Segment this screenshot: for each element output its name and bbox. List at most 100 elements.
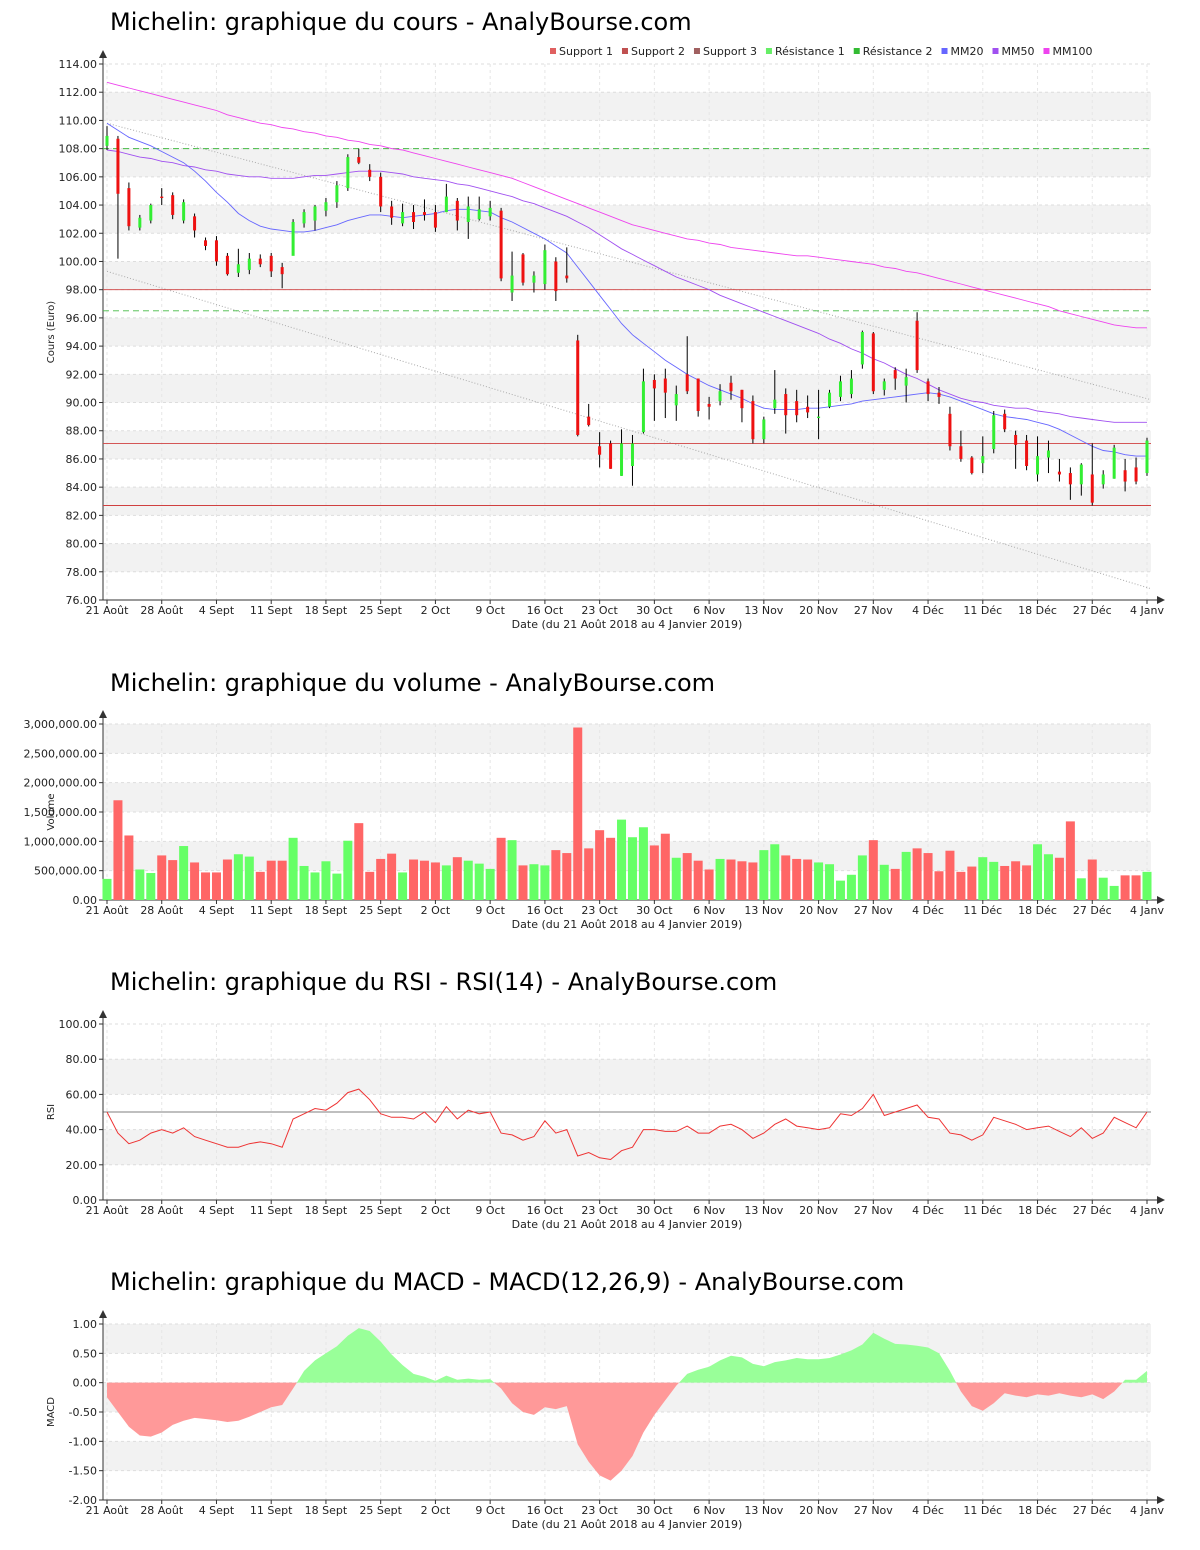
legend-swatch	[992, 48, 999, 54]
x-tick-label: 6 Nov	[693, 604, 725, 617]
x-tick-label: 20 Nov	[799, 1204, 838, 1217]
y-tick-label: 84.00	[66, 481, 98, 494]
candle	[849, 370, 853, 399]
y-tick-label: 2,500,000.00	[24, 747, 97, 760]
volume-bar	[781, 855, 791, 900]
x-tick-label: 11 Sept	[250, 1504, 293, 1517]
x-axis-label: Date (du 21 Août 2018 au 4 Janvier 2019)	[512, 1518, 743, 1531]
volume-bar	[846, 874, 856, 900]
x-tick-label: 16 Oct	[527, 1204, 564, 1217]
candle	[357, 148, 361, 165]
macd-negative-area	[107, 1382, 297, 1437]
x-tick-label: 4 Janv	[1130, 1504, 1164, 1517]
candle-body	[521, 254, 525, 283]
volume-bar	[901, 851, 911, 900]
x-axis-label: Date (du 21 Août 2018 au 4 Janvier 2019)	[512, 918, 743, 931]
y-tick-label: 92.00	[66, 368, 98, 381]
candle-body	[499, 210, 503, 279]
legend-swatch	[853, 48, 860, 54]
volume-bar	[759, 850, 769, 900]
candle-body	[630, 443, 634, 466]
volume-bar	[1098, 877, 1108, 900]
candle	[576, 334, 580, 437]
volume-bar	[124, 835, 134, 900]
x-tick-label: 18 Sept	[305, 1204, 348, 1217]
volume-bar	[365, 871, 375, 900]
candle-body	[587, 416, 591, 426]
y-tick-label: 20.00	[66, 1159, 98, 1172]
candle	[1123, 458, 1127, 492]
volume-bar	[868, 840, 878, 900]
candle-body	[444, 196, 448, 213]
volume-bar	[255, 871, 265, 900]
volume-bar	[682, 853, 692, 900]
volume-bar	[1022, 865, 1032, 900]
x-tick-label: 23 Oct	[581, 1504, 618, 1517]
x-tick-label: 2 Oct	[421, 904, 451, 917]
candle	[160, 188, 164, 206]
candle	[433, 205, 437, 232]
candle	[1090, 443, 1094, 506]
volume-bar	[617, 819, 627, 900]
x-tick-label: 11 Déc	[963, 1504, 1002, 1517]
candle	[860, 330, 864, 369]
candle-body	[1046, 450, 1050, 458]
grid-band	[103, 430, 1151, 459]
volume-bar	[288, 837, 298, 900]
x-tick-label: 11 Sept	[250, 1204, 293, 1217]
volume-bar	[387, 853, 397, 900]
x-axis-arrow	[1157, 1196, 1165, 1204]
candle-body	[609, 443, 613, 469]
volume-chart-title: Michelin: graphique du volume - AnalyBou…	[110, 669, 716, 697]
x-tick-label: 25 Sept	[359, 904, 402, 917]
candle-body	[784, 394, 788, 416]
volume-bar	[1120, 875, 1130, 900]
x-tick-label: 23 Oct	[581, 1204, 618, 1217]
legend-swatch	[765, 48, 772, 54]
x-tick-label: 27 Nov	[854, 904, 893, 917]
candle-body	[1079, 464, 1083, 485]
candle-body	[357, 157, 361, 163]
y-tick-label: 82.00	[66, 509, 98, 522]
candle	[324, 198, 328, 217]
candle-body	[948, 413, 952, 447]
candle	[422, 199, 426, 221]
candle	[806, 395, 810, 419]
x-tick-label: 20 Nov	[799, 604, 838, 617]
y-tick-label: 78.00	[66, 566, 98, 579]
x-tick-label: 4 Sept	[199, 904, 235, 917]
candle	[773, 370, 777, 414]
candle	[247, 253, 251, 275]
legend-swatch	[550, 48, 556, 54]
candle	[291, 219, 295, 256]
volume-bar	[726, 859, 736, 900]
candle-body	[477, 209, 481, 220]
candle	[904, 368, 908, 403]
candle-body	[554, 261, 558, 292]
candle-body	[707, 403, 711, 407]
y-tick-label: 80.00	[66, 538, 98, 551]
grid-band	[103, 148, 1151, 177]
candle-body	[1112, 447, 1116, 479]
candle	[937, 387, 941, 404]
volume-bar	[595, 830, 605, 900]
mm20-line	[106, 122, 1147, 457]
volume-bar	[1033, 844, 1043, 900]
y-tick-label: 0.00	[73, 1194, 98, 1207]
x-tick-label: 9 Oct	[475, 904, 505, 917]
legend-label: Résistance 1	[775, 45, 845, 58]
candle	[510, 251, 514, 301]
candle	[521, 253, 525, 286]
candle-body	[937, 392, 941, 397]
candle-body	[1003, 413, 1007, 430]
candle	[696, 378, 700, 417]
volume-bar	[825, 864, 835, 900]
x-tick-label: 21 Août	[86, 1504, 130, 1517]
candle	[948, 406, 952, 451]
candle	[620, 429, 624, 476]
volume-bar	[540, 865, 550, 900]
x-tick-label: 28 Août	[140, 1204, 184, 1217]
legend-item: MM100	[1043, 45, 1092, 58]
x-tick-label: 4 Déc	[912, 604, 944, 617]
candle	[1046, 440, 1050, 474]
